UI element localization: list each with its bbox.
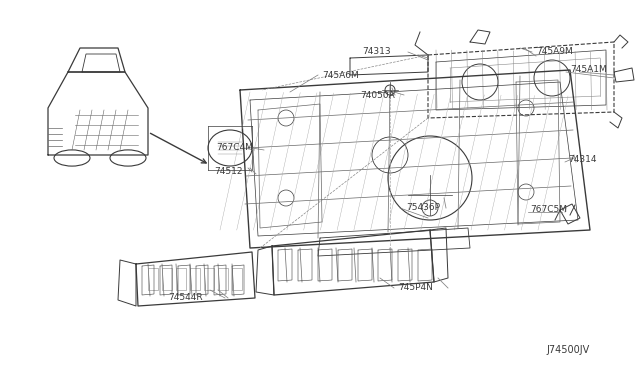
- Text: 745P4N: 745P4N: [398, 283, 433, 292]
- Text: 767C5M: 767C5M: [530, 205, 567, 215]
- Text: 74314: 74314: [568, 155, 596, 164]
- Text: 74544R: 74544R: [168, 294, 203, 302]
- Text: 75436P: 75436P: [406, 203, 440, 212]
- Text: 745A6M: 745A6M: [322, 71, 359, 80]
- Text: 74050A: 74050A: [360, 90, 395, 99]
- Text: J74500JV: J74500JV: [546, 345, 589, 355]
- Text: 74512: 74512: [214, 167, 243, 176]
- Text: 767C4M: 767C4M: [216, 144, 253, 153]
- Text: 745A9M: 745A9M: [536, 48, 573, 57]
- Text: 745A1M: 745A1M: [570, 65, 607, 74]
- Text: 74313: 74313: [362, 48, 390, 57]
